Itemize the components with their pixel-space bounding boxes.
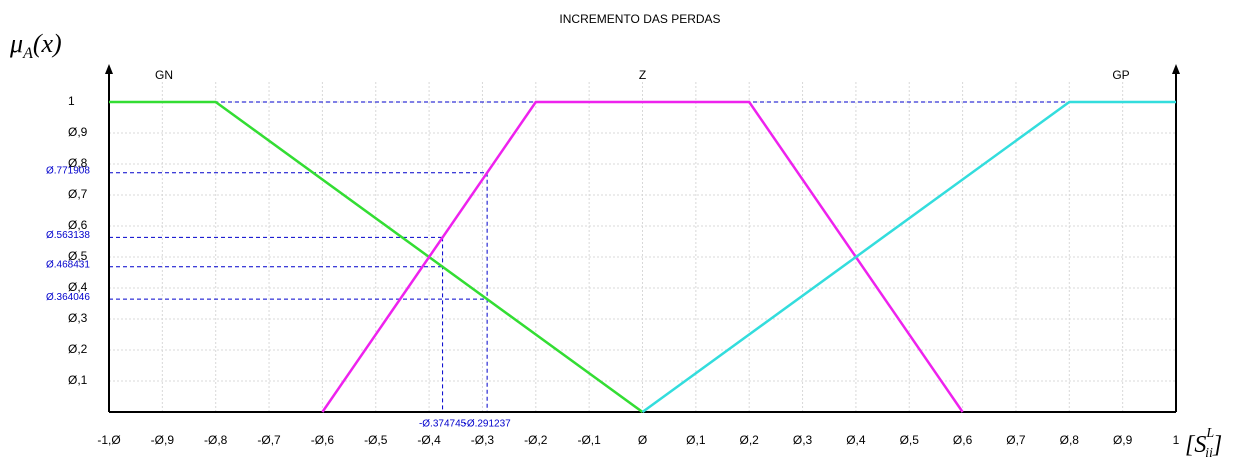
y-tick-label: Ø,2	[68, 342, 88, 356]
x-tick-label: Ø,2	[740, 433, 760, 447]
guide-y-label: Ø.771908	[46, 165, 90, 176]
x-tick-label: Ø,3	[793, 433, 813, 447]
y-label-sub: A	[22, 45, 33, 62]
x-tick-label: -Ø,1	[577, 433, 601, 447]
y-tick-label: Ø,7	[68, 187, 88, 201]
x-tick-label: Ø,6	[953, 433, 973, 447]
x-tick-label: Ø,5	[900, 433, 920, 447]
x-tick-label: -Ø,9	[151, 433, 175, 447]
guide-x-label: -Ø.291237	[463, 419, 511, 430]
y-tick-label: Ø,9	[68, 125, 88, 139]
x-tick-label: -Ø,7	[257, 433, 281, 447]
y-tick-label: Ø,6	[68, 218, 88, 232]
y-tick-label: Ø,8	[68, 156, 88, 170]
x-tick-label: Ø,1	[686, 433, 706, 447]
x-tick-label: -1,Ø	[97, 433, 120, 447]
x-tick-label: -Ø,3	[471, 433, 495, 447]
x-label-sub: ii	[1205, 446, 1213, 461]
guide-y-label: Ø.468431	[46, 259, 90, 270]
y-tick-label: 1	[68, 94, 75, 108]
y-axis-label: μA(x)	[9, 29, 62, 62]
guide-y-label: Ø.563138	[46, 230, 90, 241]
legend-label: GP	[1112, 68, 1129, 82]
x-label-close: ]	[1212, 432, 1222, 458]
y-tick-label: Ø,1	[68, 373, 88, 387]
y-label-base: μ	[9, 29, 23, 58]
x-label-open: [S	[1185, 432, 1206, 458]
x-tick-label: Ø	[638, 433, 647, 447]
membership-line	[641, 100, 1176, 414]
y-tick-label: Ø,3	[68, 311, 88, 325]
legend-label: Z	[639, 68, 646, 82]
x-tick-label: -Ø,2	[524, 433, 548, 447]
x-tick-label: -Ø,5	[364, 433, 388, 447]
x-tick-label: -Ø,8	[204, 433, 228, 447]
legend-label: GN	[155, 68, 173, 82]
chart-title: INCREMENTO DAS PERDAS	[559, 12, 720, 26]
x-tick-label: Ø,9	[1113, 433, 1133, 447]
x-label-sup: L	[1205, 426, 1214, 441]
x-tick-label: Ø,7	[1006, 433, 1026, 447]
axis-arrow	[1172, 64, 1180, 74]
x-tick-label: -Ø,6	[311, 433, 335, 447]
y-tick-label: Ø,5	[68, 249, 88, 263]
guide-x-label: -Ø.374745	[419, 419, 467, 430]
x-tick-label: Ø,4	[846, 433, 866, 447]
axis-arrow	[105, 64, 113, 74]
x-tick-label: -Ø,4	[417, 433, 441, 447]
x-tick-label: Ø,8	[1060, 433, 1080, 447]
y-tick-label: Ø,4	[68, 280, 88, 294]
y-label-rest: (x)	[33, 29, 62, 58]
x-tick-label: 1	[1173, 433, 1180, 447]
x-axis-label: [SL ii]	[1185, 426, 1222, 461]
guide-y-label: Ø.364046	[46, 292, 90, 303]
membership-line	[109, 100, 644, 414]
